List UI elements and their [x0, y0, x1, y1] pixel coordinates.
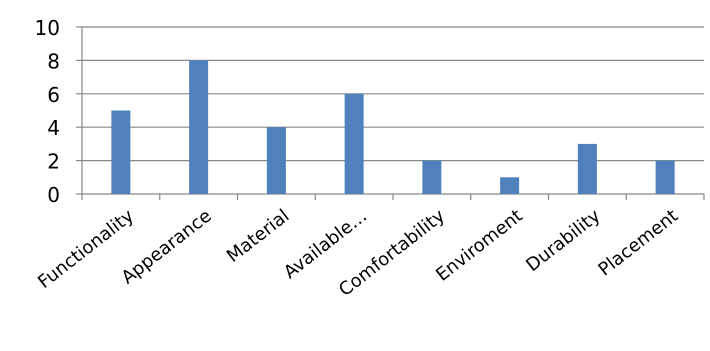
bar	[422, 160, 442, 194]
bar	[189, 60, 209, 195]
y-tick-label: 2	[47, 150, 60, 174]
x-tick-label: Durability	[522, 205, 604, 276]
x-tick-label: Placement	[594, 205, 682, 280]
bar	[111, 110, 131, 194]
bars	[111, 60, 675, 195]
y-tick-label: 8	[47, 49, 60, 73]
y-tick-labels: 0 2 4 6 8 10	[35, 16, 60, 207]
y-tick-label: 10	[35, 16, 60, 40]
axes	[76, 26, 705, 200]
x-tick-label: Material	[223, 205, 294, 267]
bar	[655, 160, 675, 194]
y-tick-label: 4	[47, 116, 60, 140]
bar	[266, 127, 286, 194]
y-tick-label: 0	[47, 183, 60, 207]
x-tick-label: Enviroment	[432, 205, 527, 285]
y-tick-label: 6	[47, 83, 60, 107]
bar	[577, 143, 597, 194]
gridlines	[82, 26, 704, 162]
bar	[500, 177, 520, 194]
bar	[344, 93, 364, 194]
